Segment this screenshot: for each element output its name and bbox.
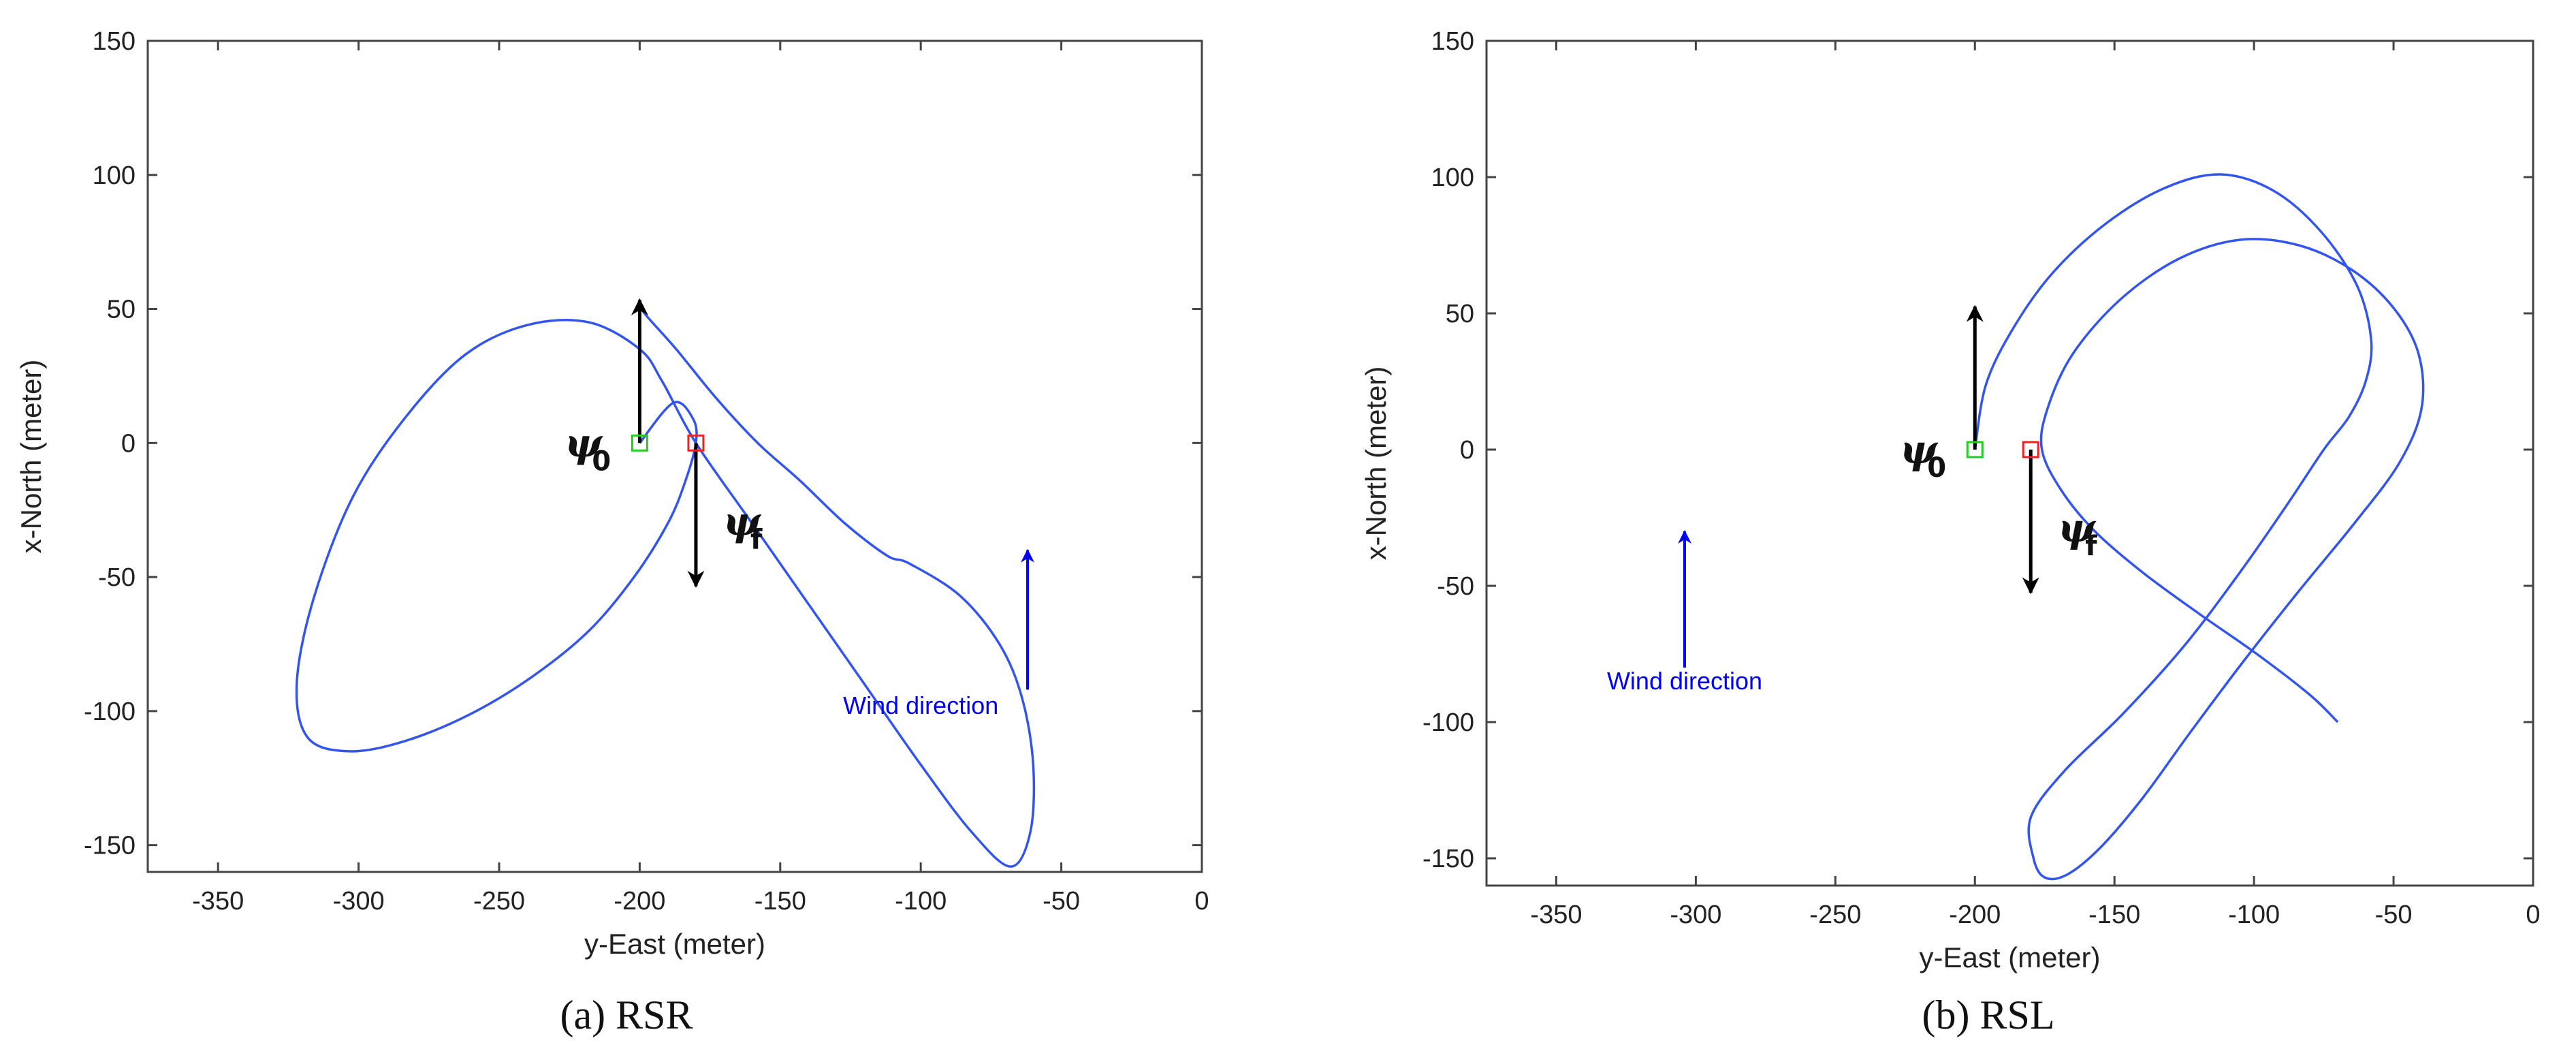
x-tick-label: -250 <box>473 887 525 916</box>
panel-caption: (b) RSL <box>1922 993 2055 1037</box>
x-tick-label: -350 <box>1530 901 1582 929</box>
y-tick-label: 0 <box>1460 436 1474 465</box>
panel-b: -350 -300 -250 -200 -150 -100 -50 0 150 100 50 0 -50… <box>1360 27 2541 1037</box>
y-tick-label: -150 <box>1422 845 1474 873</box>
x-tick-label: -150 <box>2088 901 2140 929</box>
y-tick-label: -100 <box>1422 708 1474 737</box>
y-tick-label: -50 <box>98 563 136 592</box>
x-tick-label: -200 <box>614 887 665 916</box>
x-tick-label: -100 <box>895 887 947 916</box>
y-axis-label: x-North (meter) <box>15 360 47 554</box>
plot-frame <box>1485 40 2534 887</box>
end-marker <box>2022 441 2039 458</box>
x-tick-label: -200 <box>1949 901 2001 929</box>
x-tick-label: 0 <box>1194 887 1209 916</box>
x-tick-label: -350 <box>192 887 244 916</box>
dubins-path-line <box>295 302 1036 868</box>
psi-f-label: ψ <box>2058 505 2097 551</box>
x-tick-label: -50 <box>2375 901 2413 929</box>
y-tick-label: 0 <box>121 429 136 458</box>
end-marker <box>687 434 705 452</box>
x-tick-label: -300 <box>333 887 385 916</box>
panel-a: -350 -300 -250 -200 -150 -100 -50 0 150 100 50 0 -50… <box>15 27 1209 1037</box>
x-tick-label: -150 <box>754 887 806 916</box>
psi-0-subscript: 0 <box>1927 452 1946 484</box>
psi-0-label: ψ <box>565 420 603 466</box>
psi-f-subscript: f <box>2085 531 2097 562</box>
x-tick-label: -250 <box>1809 901 1861 929</box>
x-tick-label: -100 <box>2228 901 2280 929</box>
x-axis-label: y-East (meter) <box>584 928 765 960</box>
y-tick-label: 50 <box>107 296 136 324</box>
y-tick-label: -50 <box>1437 572 1474 601</box>
psi-0-subscript: 0 <box>592 446 611 477</box>
y-tick-label: 100 <box>1431 163 1474 192</box>
y-tick-label: 150 <box>1431 27 1474 56</box>
y-tick-label: 50 <box>1446 300 1474 328</box>
psi-0-label: ψ <box>1900 426 1939 473</box>
y-tick-label: 150 <box>93 27 136 56</box>
panel-caption: (a) RSR <box>560 993 693 1037</box>
start-marker <box>1966 441 1984 458</box>
y-tick-label: 100 <box>93 161 136 190</box>
psi-f-label: ψ <box>723 498 762 544</box>
x-axis-label: y-East (meter) <box>1919 941 2100 973</box>
dubins-path-line <box>1973 173 2425 881</box>
x-tick-label: -50 <box>1043 887 1080 916</box>
y-tick-label: -100 <box>84 698 136 726</box>
wind-direction-label: Wind direction <box>1607 667 1762 695</box>
wind-direction-label: Wind direction <box>843 691 998 719</box>
psi-f-subscript: f <box>750 524 763 555</box>
y-axis-label: x-North (meter) <box>1360 366 1392 561</box>
x-tick-label: -300 <box>1670 901 1721 929</box>
plot-frame <box>146 40 1203 873</box>
x-tick-label: 0 <box>2526 901 2540 929</box>
y-tick-label: -150 <box>84 832 136 860</box>
start-marker <box>631 434 648 452</box>
